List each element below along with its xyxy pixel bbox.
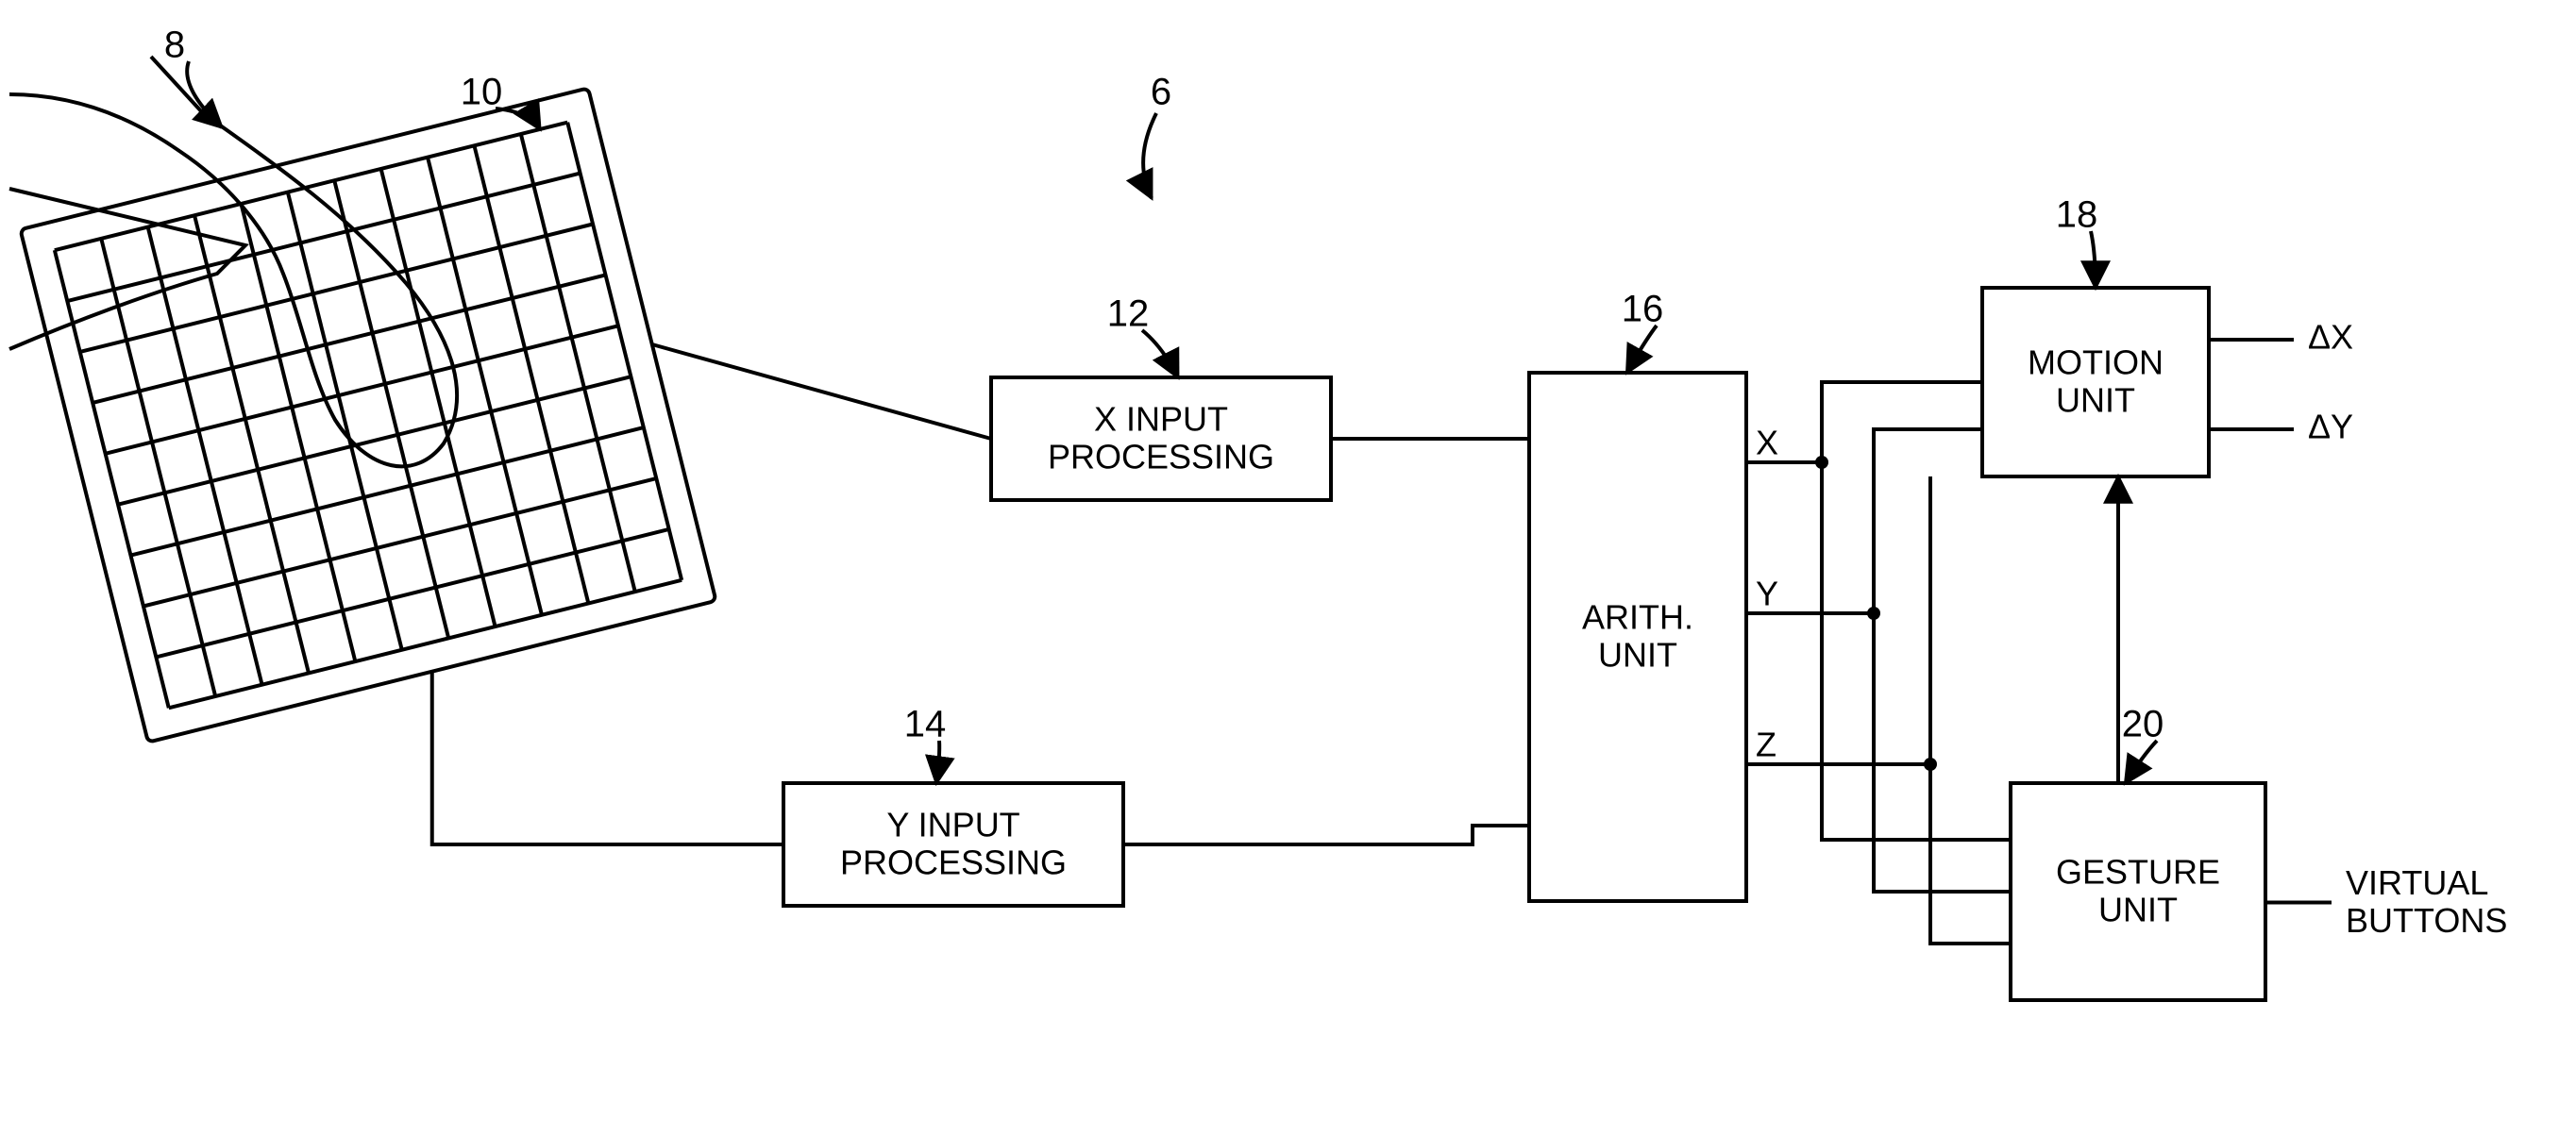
yproc-block: Y INPUTPROCESSING xyxy=(783,783,1123,906)
ref-14: 14 xyxy=(904,704,947,745)
signal-dx: ΔX xyxy=(2308,318,2353,357)
ref-12: 12 xyxy=(1107,293,1150,335)
ref-8: 8 xyxy=(164,25,185,66)
svg-text:UNIT: UNIT xyxy=(2098,891,2178,929)
svg-text:UNIT: UNIT xyxy=(1598,636,1677,675)
ref-10: 10 xyxy=(461,72,503,113)
arith-block: ARITH.UNIT xyxy=(1529,373,1746,901)
svg-text:Y INPUT: Y INPUT xyxy=(886,806,1019,844)
ref-16: 16 xyxy=(1622,289,1664,330)
touchpad[interactable] xyxy=(20,88,716,742)
svg-text:MOTION: MOTION xyxy=(2028,343,2164,382)
ref-18: 18 xyxy=(2056,194,2098,236)
gesture-block: GESTUREUNIT xyxy=(2011,783,2265,1000)
signal-x: X xyxy=(1756,424,1778,462)
xproc-block: X INPUTPROCESSING xyxy=(991,377,1331,500)
ref-6: 6 xyxy=(1151,72,1171,113)
svg-text:GESTURE: GESTURE xyxy=(2056,853,2220,892)
signal-y: Y xyxy=(1756,575,1778,613)
signal-dy: ΔY xyxy=(2308,408,2353,446)
ref-20: 20 xyxy=(2122,704,2164,745)
svg-text:X INPUT: X INPUT xyxy=(1094,400,1228,439)
svg-text:PROCESSING: PROCESSING xyxy=(840,844,1067,882)
svg-text:UNIT: UNIT xyxy=(2056,381,2135,420)
svg-text:PROCESSING: PROCESSING xyxy=(1048,438,1274,476)
signal-virtual-1: VIRTUAL xyxy=(2346,863,2488,902)
svg-text:ARITH.: ARITH. xyxy=(1582,598,1693,637)
signal-virtual-2: BUTTONS xyxy=(2346,901,2507,940)
signal-z: Z xyxy=(1756,726,1776,764)
motion-block: MOTIONUNIT xyxy=(1982,288,2209,476)
